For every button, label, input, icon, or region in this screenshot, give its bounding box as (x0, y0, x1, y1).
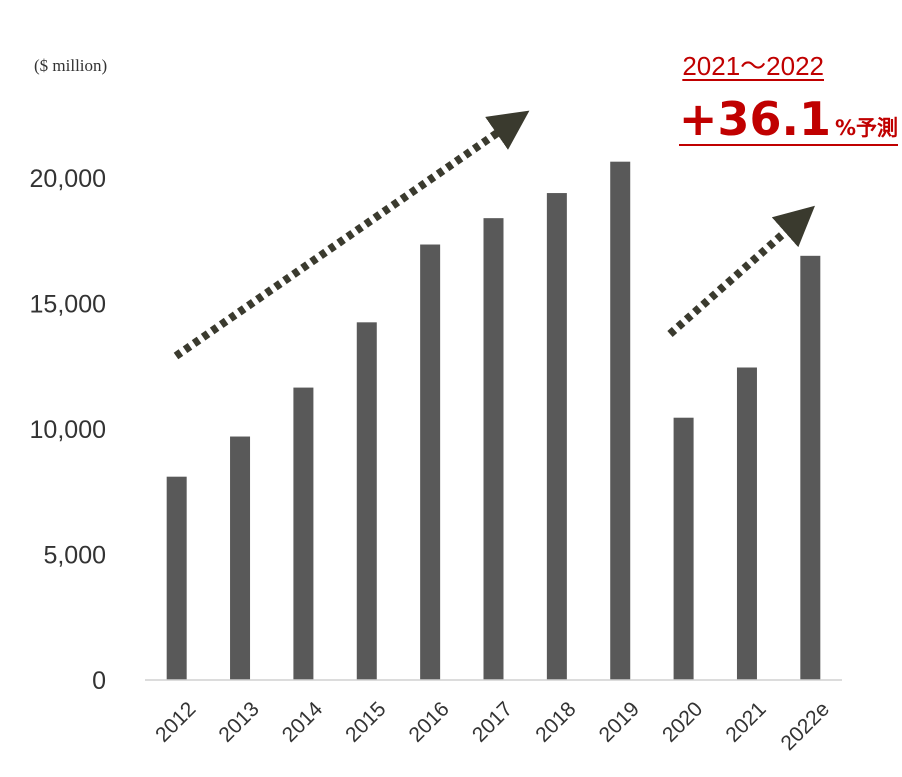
x-tick-label: 2022e (776, 697, 834, 755)
y-axis: 0 5,000 10,000 15,000 20,000 (30, 165, 106, 695)
trend-arrow-2020-2022 (667, 205, 815, 337)
bar (166, 476, 187, 680)
y-tick-label: 15,000 (30, 291, 106, 319)
x-tick-label: 2017 (468, 697, 517, 746)
x-tick-label: 2015 (341, 697, 390, 746)
bar (546, 193, 567, 680)
bar (356, 322, 377, 680)
y-tick-label: 10,000 (30, 416, 106, 444)
trend-arrow-2012-2019 (173, 110, 530, 360)
bar (483, 218, 504, 680)
x-tick-label: 2021 (721, 697, 770, 746)
y-tick-label: 5,000 (43, 542, 106, 570)
bar (736, 367, 757, 680)
y-tick-label: 0 (92, 667, 106, 695)
growth-range-label: 2021～2022 (682, 51, 824, 81)
unit-label: ($ million) (34, 56, 108, 75)
x-tick-label: 2012 (151, 697, 200, 746)
x-tick-label: 2013 (214, 697, 263, 746)
y-tick-label: 20,000 (30, 165, 106, 193)
growth-suffix: %予測 (834, 116, 898, 140)
bar (800, 255, 821, 680)
x-tick-label: 2014 (278, 697, 328, 747)
bar (230, 436, 251, 680)
bar (610, 161, 631, 680)
bars (166, 161, 821, 680)
growth-value: +36.1 (678, 92, 831, 146)
bar (293, 387, 314, 680)
x-tick-label: 2018 (531, 697, 580, 746)
x-tick-label: 2016 (405, 697, 454, 746)
x-tick-label: 2019 (595, 697, 644, 746)
growth-annotation: +36.1 %予測 (678, 96, 898, 146)
bar (673, 417, 694, 680)
x-tick-label: 2020 (658, 697, 707, 746)
bar (420, 244, 441, 680)
x-axis: 2012 2013 2014 2015 2016 2017 2018 2019 2020 2021… (151, 697, 834, 755)
